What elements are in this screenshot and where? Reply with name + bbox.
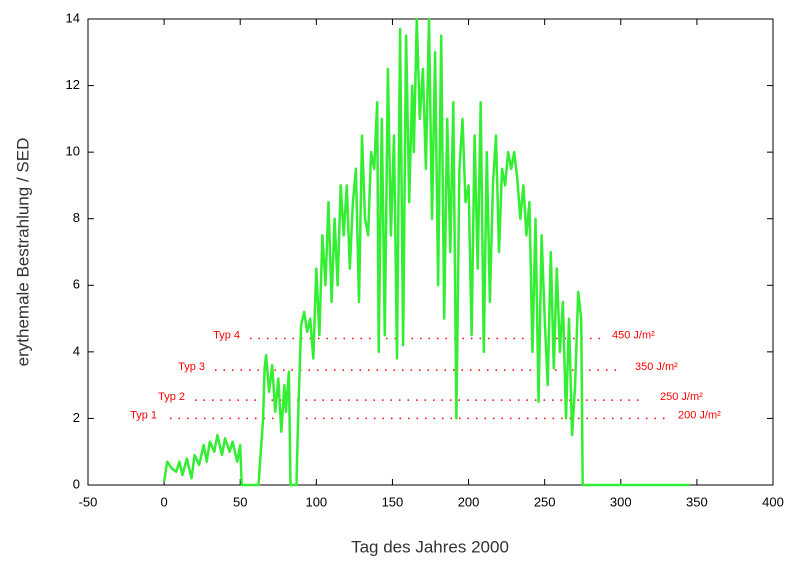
x-tick-label: 400 bbox=[762, 494, 784, 509]
data-line bbox=[162, 17, 690, 487]
x-axis-label: Tag des Jahres 2000 bbox=[351, 537, 509, 556]
y-tick-label: 10 bbox=[66, 144, 80, 159]
threshold-name: Typ 3 bbox=[178, 361, 205, 373]
y-tick-label: 14 bbox=[66, 10, 80, 25]
y-tick-label: 12 bbox=[66, 77, 80, 92]
threshold-label: 200 J/m² bbox=[678, 409, 721, 421]
y-tick-label: 2 bbox=[73, 410, 80, 425]
y-tick-label: 8 bbox=[73, 210, 80, 225]
y-tick-label: 0 bbox=[73, 476, 80, 491]
x-tick-label: 300 bbox=[610, 494, 632, 509]
plot-frame bbox=[87, 18, 774, 486]
y-tick-label: 4 bbox=[73, 343, 80, 358]
threshold-name: Typ 1 bbox=[130, 409, 157, 421]
x-tick-label: 100 bbox=[305, 494, 327, 509]
threshold-label: 350 J/m² bbox=[635, 361, 678, 373]
x-tick-label: 150 bbox=[382, 494, 404, 509]
y-tick-label: 6 bbox=[73, 277, 80, 292]
x-tick-label: 200 bbox=[458, 494, 480, 509]
x-tick-label: 50 bbox=[233, 494, 247, 509]
x-tick-label: -50 bbox=[79, 494, 98, 509]
x-tick-label: 250 bbox=[534, 494, 556, 509]
threshold-label: 250 J/m² bbox=[660, 391, 703, 403]
x-tick-label: 0 bbox=[160, 494, 167, 509]
threshold-label: 450 J/m² bbox=[612, 329, 655, 341]
y-axis-label: erythemale Bestrahlung / SED bbox=[13, 138, 32, 367]
threshold-name: Typ 4 bbox=[213, 329, 240, 341]
x-tick-label: 350 bbox=[686, 494, 708, 509]
threshold-name: Typ 2 bbox=[158, 391, 185, 403]
